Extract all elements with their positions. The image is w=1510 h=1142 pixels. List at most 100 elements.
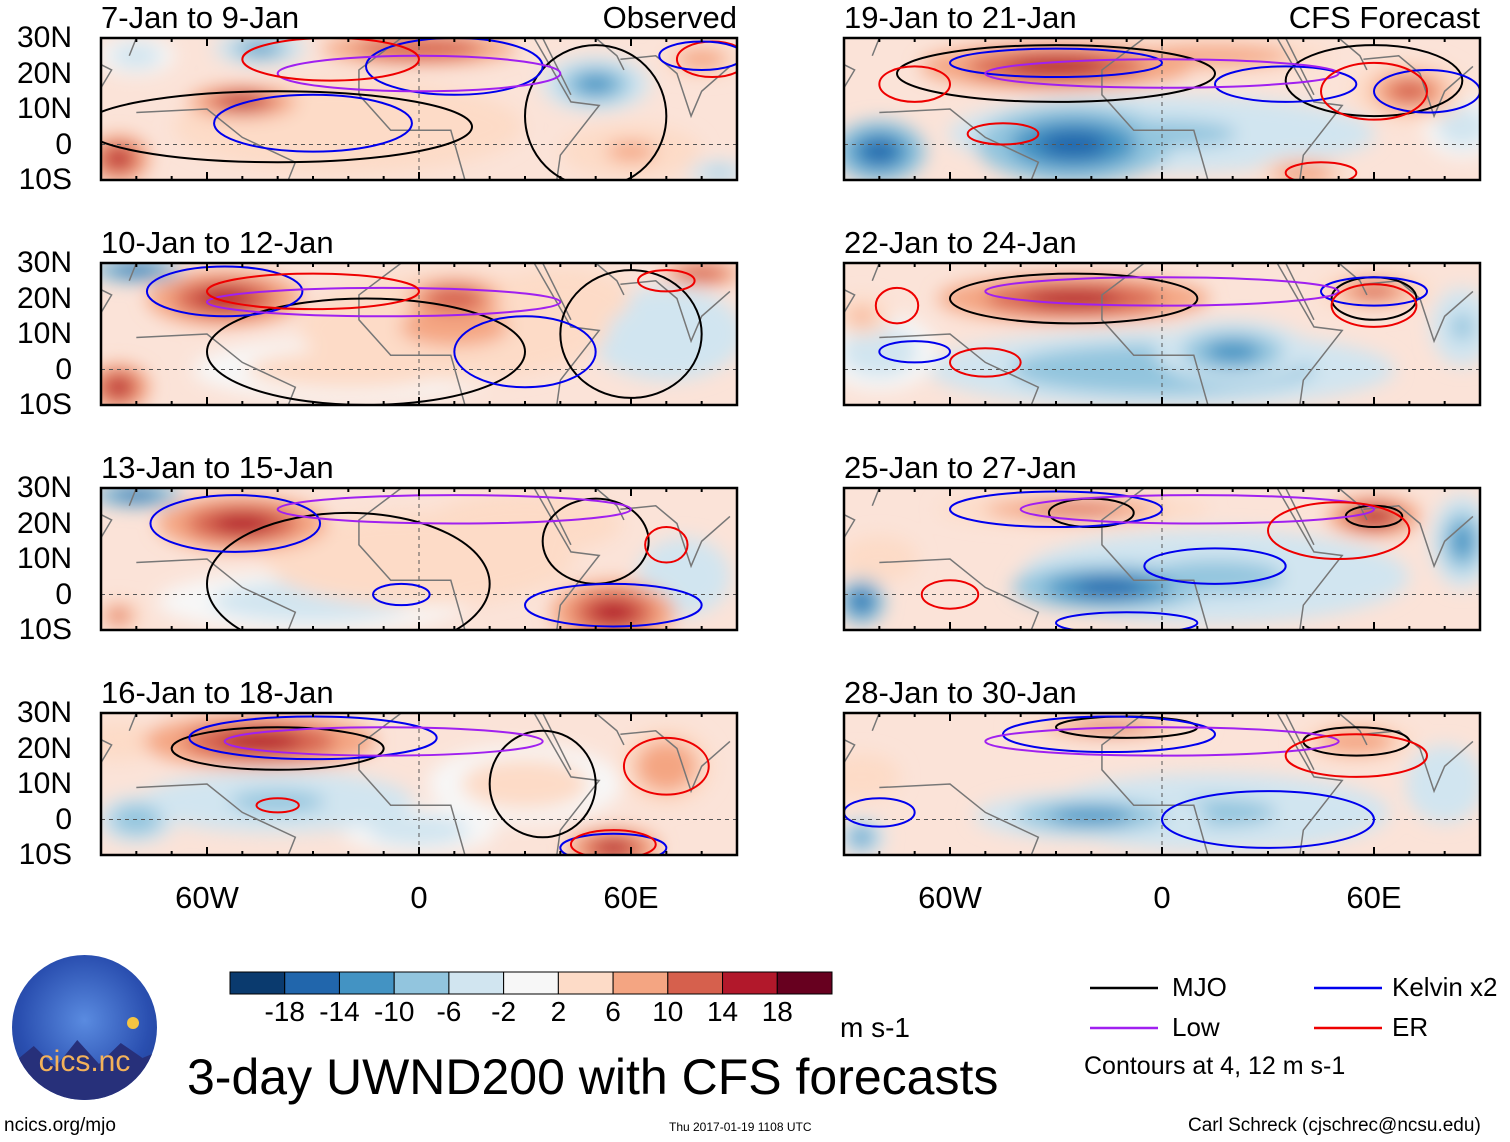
map-panel — [844, 263, 1480, 405]
kelvin-contour — [213, 93, 413, 153]
map-panel — [844, 713, 1480, 855]
er-contour — [206, 272, 420, 311]
logo-text: cics.nc — [38, 1045, 131, 1078]
anomaly-blob — [107, 379, 130, 396]
anomaly-blob — [212, 513, 273, 534]
column-label: Observed — [602, 0, 737, 35]
y-tick-label: 30N — [16, 696, 72, 729]
americas-coastline — [844, 488, 1040, 630]
y-tick-label: 10S — [18, 613, 72, 646]
anomaly-field — [844, 40, 1480, 180]
legend-er: ER — [1392, 1012, 1429, 1042]
y-tick-label: 20N — [16, 281, 72, 315]
anomaly-blob — [1451, 524, 1474, 558]
y-tick-label: 10N — [16, 542, 72, 575]
y-tick-label: 0 — [55, 352, 72, 386]
panel-title: 28-Jan to 30-Jan — [844, 675, 1077, 710]
anomaly-blob — [606, 142, 656, 162]
anomaly-field — [101, 38, 737, 180]
y-tick-label: 20N — [16, 506, 72, 540]
cics-logo: cics.nc — [12, 955, 157, 1100]
low-contour — [984, 276, 1340, 307]
asia-coastline — [541, 38, 731, 119]
colorbar-label: 2 — [550, 996, 567, 1027]
column-label: CFS Forecast — [1288, 0, 1480, 35]
kelvin-contour — [365, 38, 544, 96]
units-label: m s-1 — [840, 1012, 910, 1043]
anomaly-field — [101, 488, 731, 630]
americas-coastline — [101, 263, 297, 405]
y-tick-label: 0 — [55, 577, 72, 611]
colorbar-swatch — [229, 971, 286, 995]
anomaly-blob — [107, 150, 130, 167]
legend-low: Low — [1172, 1012, 1220, 1042]
er-contour — [569, 829, 657, 855]
panel-title: 22-Jan to 24-Jan — [844, 225, 1077, 260]
colorbar-label: -10 — [373, 996, 415, 1027]
panel-title: 25-Jan to 27-Jan — [844, 450, 1077, 485]
er-contour — [949, 347, 1022, 378]
colorbar-label: 14 — [706, 996, 739, 1027]
kelvin-contour — [1055, 611, 1199, 630]
x-tick-label: 60E — [603, 880, 659, 915]
kelvin-contour — [878, 340, 952, 364]
panel-title: 10-Jan to 12-Jan — [101, 225, 334, 260]
colorbar-label: -6 — [436, 996, 462, 1027]
anomaly-blob — [287, 110, 410, 144]
y-tick-label: 30N — [16, 246, 72, 279]
er-contour — [1330, 283, 1418, 328]
africa-coastline — [358, 263, 601, 405]
anomaly-blob — [853, 593, 870, 610]
anomaly-blob — [667, 563, 701, 591]
anomaly-blob — [688, 269, 716, 278]
anomaly-blob — [1008, 58, 1104, 75]
anomaly-blob — [1050, 807, 1133, 825]
colorbar-label: -18 — [264, 996, 305, 1027]
kelvin-contour — [149, 494, 322, 553]
africa-coastline — [1101, 38, 1344, 180]
kelvin-contour — [524, 582, 703, 628]
colorbar-label: -2 — [491, 996, 517, 1027]
x-tick-label: 60W — [918, 880, 982, 915]
africa-coastline — [1101, 488, 1344, 630]
colorbar-swatch — [557, 971, 614, 995]
anomaly-blob — [120, 490, 153, 500]
footer-timestamp: Thu 2017-01-19 1108 UTC — [669, 1120, 812, 1134]
anomaly-blob — [850, 309, 873, 324]
low-contour — [984, 58, 1340, 89]
er-contour — [644, 526, 689, 564]
footer-url[interactable]: ncics.org/mjo — [4, 1115, 116, 1136]
y-tick-label: 10N — [16, 767, 72, 800]
map-panel — [101, 713, 737, 855]
americas-coastline — [101, 38, 297, 180]
americas-coastline — [844, 713, 1040, 855]
colorbar-label: 6 — [605, 996, 621, 1027]
anomaly-blob — [1451, 313, 1474, 341]
y-tick-label: 10N — [16, 92, 72, 125]
er-contour — [920, 579, 980, 610]
colorbar-swatch — [393, 971, 450, 995]
y-tick-label: 10N — [16, 317, 72, 350]
africa-coastline — [358, 38, 601, 180]
americas-coastline — [844, 263, 1040, 405]
anomaly-blob — [399, 307, 509, 347]
anomaly-blob — [597, 841, 630, 855]
anomaly-blob — [708, 168, 731, 178]
anomaly-blob — [1287, 167, 1320, 179]
y-tick-label: 10S — [18, 163, 72, 196]
anomaly-blob — [848, 768, 876, 786]
anomaly-blob — [110, 610, 127, 622]
kelvin-contour — [453, 315, 597, 389]
map-panel — [844, 38, 1480, 180]
er-contour — [1267, 501, 1411, 560]
x-tick-label: 60E — [1346, 880, 1402, 915]
kelvin-contour — [1143, 547, 1287, 585]
anomaly-blob — [591, 601, 636, 624]
asia-coastline — [541, 713, 731, 794]
y-tick-label: 20N — [16, 56, 72, 90]
anomaly-blob — [219, 731, 301, 751]
y-tick-label: 20N — [16, 731, 72, 765]
anomaly-blob — [230, 790, 326, 813]
colorbar-swatch — [448, 971, 505, 995]
